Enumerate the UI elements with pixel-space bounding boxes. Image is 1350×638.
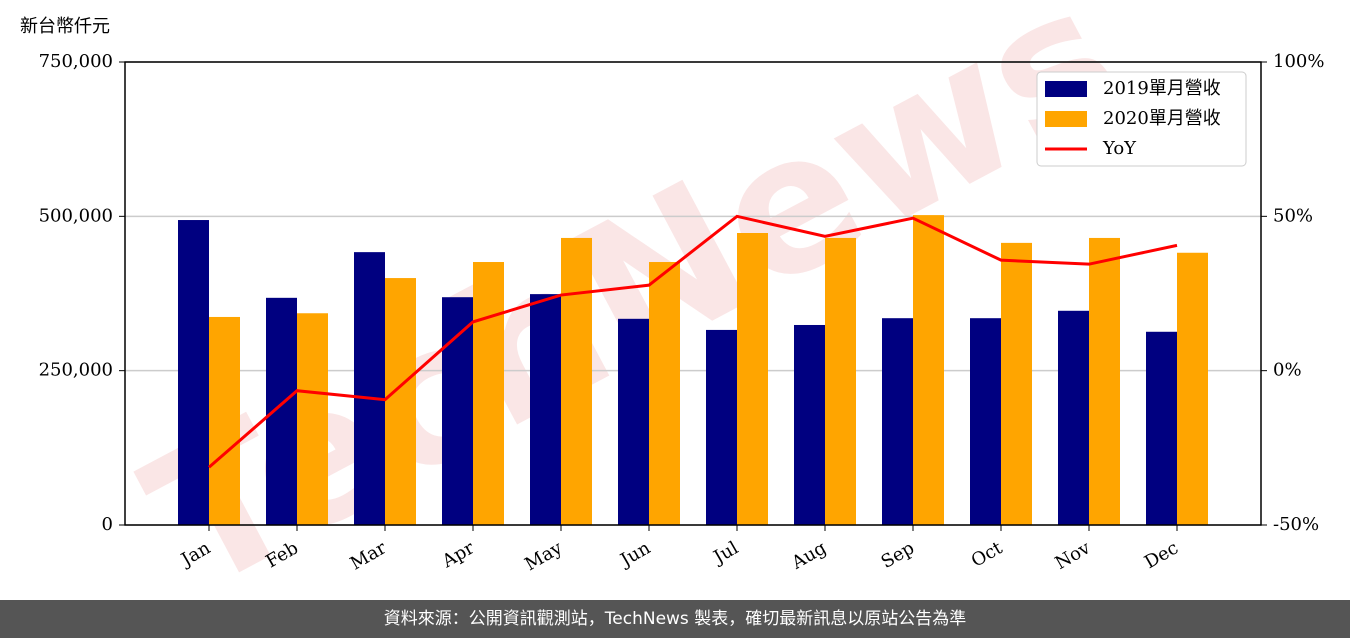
chart: 新台幣仟元 TechNews0250,000500,000750,000-50%… [20, 0, 1324, 600]
y2-tick-label: -50% [1273, 514, 1319, 535]
plot-frame [124, 61, 1262, 526]
y-axis-label: 新台幣仟元 [20, 16, 110, 37]
footer: 資料來源：公開資訊觀測站，TechNews 製表，確切最新訊息以原站公告為準 [0, 600, 1350, 638]
bar [385, 278, 416, 525]
y2-tick-label: 0% [1273, 360, 1302, 381]
x-tick-label: May [521, 537, 566, 575]
bar [737, 233, 768, 525]
legend-label: 2019單月營收 [1103, 78, 1221, 99]
bar [442, 297, 473, 525]
bar [354, 252, 385, 525]
x-tick-label: Apr [438, 537, 478, 572]
bar [618, 318, 649, 525]
bar [1089, 237, 1120, 525]
x-tick-label: Nov [1052, 537, 1095, 574]
legend-swatch [1045, 111, 1087, 127]
y-tick-label: 250,000 [39, 360, 113, 381]
bar [530, 294, 561, 525]
bar [1146, 331, 1177, 525]
bar [649, 262, 680, 525]
x-tick-label: Sep [878, 537, 918, 572]
bar [266, 297, 297, 525]
x-tick-label: Jun [615, 537, 654, 572]
y-tick-label: 750,000 [39, 51, 113, 72]
bar [825, 237, 856, 525]
bar [1058, 310, 1089, 525]
line [208, 214, 1178, 469]
bar [178, 220, 209, 525]
bar [297, 313, 328, 525]
y2-tick-label: 50% [1273, 205, 1313, 226]
bar [1001, 242, 1032, 525]
bar [209, 316, 240, 525]
y2-tick-label: 100% [1273, 51, 1324, 72]
bar [473, 262, 504, 525]
bar [794, 324, 825, 525]
bar [913, 215, 944, 525]
legend-label: 2020單月營收 [1103, 108, 1221, 129]
legend-box [1036, 71, 1247, 167]
x-tick-label: Dec [1141, 537, 1182, 573]
bar [1177, 252, 1208, 526]
x-tick-label: Aug [787, 537, 830, 574]
bar [706, 329, 737, 525]
legend-label: YoY [1102, 138, 1137, 159]
bar [882, 318, 913, 525]
x-tick-label: Oct [968, 537, 1007, 572]
legend-swatch [1045, 81, 1087, 97]
bar [970, 318, 1001, 525]
y-tick-label: 500,000 [39, 205, 113, 226]
y-tick-label: 0 [102, 514, 113, 535]
bar [561, 237, 592, 525]
x-tick-label: Jul [708, 537, 742, 569]
